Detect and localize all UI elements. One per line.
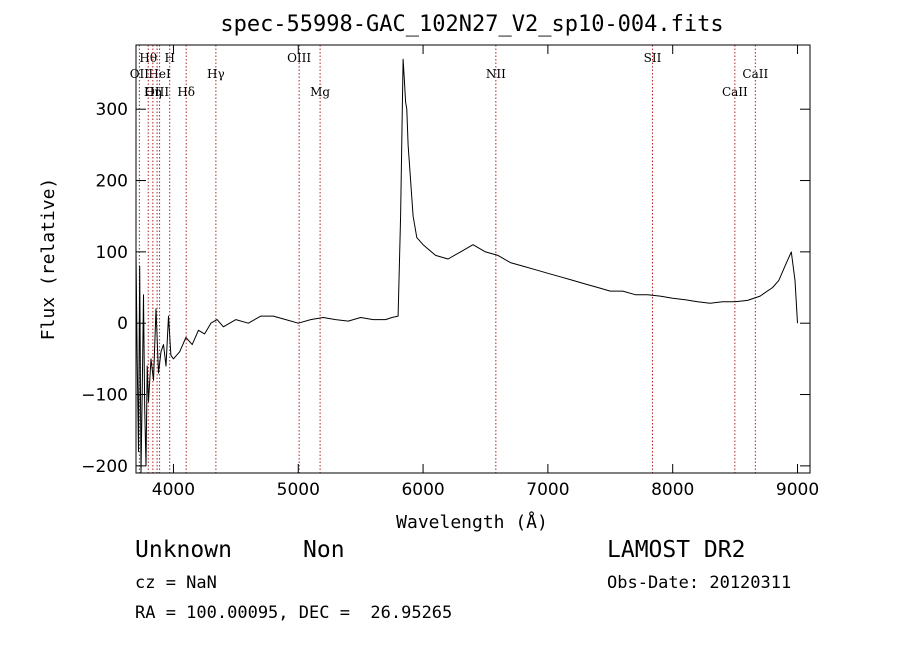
line-marker-label-13: CaII — [722, 85, 748, 99]
line-marker-label-11: SII — [644, 51, 662, 65]
plot-frame — [135, 44, 811, 474]
x-tick-label-4: 8000 — [651, 480, 694, 500]
object-class: Unknown — [135, 537, 232, 563]
line-marker-label-2: OII — [130, 67, 150, 81]
line-marker-label-9: Mg — [310, 85, 330, 99]
line-marker-label-10: NII — [486, 67, 506, 81]
x-tick-label-0: 4000 — [152, 480, 195, 500]
object-subclass: Non — [303, 537, 345, 563]
tick-layer: 4000 5000 6000 7000 8000 9000 −200 −100 0 100 200 3… — [81, 45, 819, 500]
survey-name: LAMOST DR2 — [607, 537, 746, 563]
x-tick-label-5: 9000 — [776, 480, 819, 500]
observation-date: Obs-Date: 20120311 — [607, 573, 792, 593]
y-tick-label-3: 100 — [96, 243, 128, 263]
x-tick-label-3: 7000 — [526, 480, 569, 500]
coordinates: RA = 100.00095, DEC = 26.95265 — [135, 603, 453, 623]
y-tick-label-1: −100 — [81, 386, 128, 406]
line-marker-label-3: HeI — [148, 67, 171, 81]
y-tick-label-2: 0 — [117, 314, 128, 334]
series-layer — [135, 58, 798, 474]
y-tick-label-5: 300 — [96, 100, 128, 120]
x-axis-label: Wavelength (Å) — [396, 511, 548, 533]
x-tick-label-2: 6000 — [401, 480, 444, 500]
line-marker-label-5: OIII — [287, 51, 311, 65]
y-axis-label: Flux (relative) — [38, 178, 59, 341]
line-marker-label-6: OIII — [145, 85, 169, 99]
line-marker-label-0: Hθ — [139, 51, 157, 65]
y-tick-label-0: −200 — [81, 457, 128, 477]
line-marker-label-7: Hη — [144, 85, 162, 99]
line-marker-label-8: Hδ — [177, 85, 195, 99]
line-marker-label-1: H — [164, 51, 174, 65]
line-marker-label-4: Hγ — [207, 67, 225, 81]
line-marker-label-12: CaII — [742, 67, 768, 81]
redshift-cz: cz = NaN — [135, 573, 217, 593]
spectrum-series-0 — [135, 58, 798, 474]
chart-title: spec-55998-GAC_102N27_V2_sp10-004.fits — [220, 12, 723, 37]
x-tick-label-1: 5000 — [277, 480, 320, 500]
y-tick-label-4: 200 — [96, 172, 128, 192]
